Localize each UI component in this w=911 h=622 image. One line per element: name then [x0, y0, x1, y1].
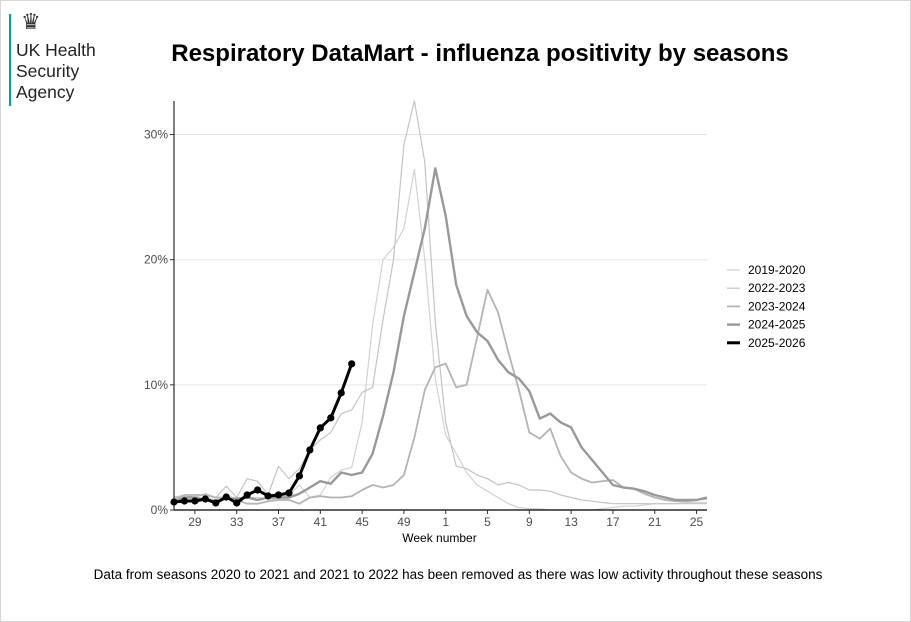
x-ticks: 29 33 37 41 45 49 1 5 9 13 17 21 25 [188, 510, 704, 529]
axes [173, 101, 707, 511]
data-point-2025-2026 [285, 489, 293, 497]
legend-label: 2023-2024 [748, 299, 806, 313]
data-point-2025-2026 [212, 499, 220, 507]
x-tick-label: 25 [690, 515, 704, 529]
x-tick-label: 1 [442, 515, 449, 529]
data-point-2025-2026 [295, 472, 304, 480]
data-point-2025-2026 [233, 499, 241, 507]
logo-line: Security [16, 61, 80, 81]
ukhsa-logo: ♛ UK Health Security Agency [9, 8, 119, 106]
logo-text: UK Health Security Agency [16, 40, 96, 103]
x-tick-label: 21 [648, 515, 662, 529]
data-point-2025-2026 [348, 360, 356, 368]
legend-label: 2022-2023 [748, 281, 806, 295]
y-tick-label: 30% [144, 128, 168, 142]
y-tick-label: 0% [151, 503, 169, 517]
gridlines [174, 134, 707, 386]
x-tick-label: 5 [484, 515, 491, 529]
x-tick-label: 49 [397, 515, 411, 529]
series-line-2024-2025 [173, 167, 708, 504]
data-point-2025-2026 [191, 497, 199, 505]
logo-accent-bar [9, 14, 11, 106]
footnote: Data from seasons 2020 to 2021 and 2021 … [93, 567, 823, 582]
series-lines [170, 100, 708, 511]
x-tick-label: 17 [606, 515, 620, 529]
x-tick-label: 45 [355, 515, 369, 529]
series-line-2019-2020 [173, 169, 707, 511]
x-tick-label: 37 [272, 515, 286, 529]
data-point-2025-2026 [306, 446, 314, 454]
x-tick-label: 41 [314, 515, 328, 529]
x-tick-label: 29 [188, 515, 202, 529]
x-axis-title: Week number [402, 531, 476, 545]
data-point-2025-2026 [222, 493, 230, 501]
chart-title: Respiratory DataMart - influenza positiv… [171, 40, 789, 67]
logo-line: UK Health [16, 40, 96, 60]
data-point-2025-2026 [337, 389, 345, 397]
legend-label: 2019-2020 [748, 263, 806, 277]
data-point-2025-2026 [316, 424, 324, 432]
data-point-2025-2026 [254, 486, 262, 494]
data-point-2025-2026 [243, 491, 251, 499]
data-point-2025-2026 [180, 497, 189, 505]
series-line-2022-2023 [173, 100, 707, 505]
legend-label: 2024-2025 [748, 318, 806, 332]
data-point-2025-2026 [274, 491, 283, 499]
legend: 2019-2020 2022-2023 2023-2024 2024-2025 2025… [727, 263, 806, 350]
data-point-2025-2026 [201, 495, 209, 503]
data-point-2025-2026 [327, 414, 335, 422]
legend-label: 2025-2026 [748, 336, 806, 350]
x-tick-label: 13 [564, 515, 578, 529]
data-point-2025-2026 [264, 492, 272, 500]
y-tick-label: 10% [144, 378, 168, 392]
royal-coat-of-arms-icon: ♛ [21, 9, 41, 34]
logo-line: Agency [16, 82, 75, 102]
series-line-2023-2024 [173, 288, 708, 505]
y-ticks: 0% 10% 20% 30% [144, 128, 174, 517]
x-tick-label: 9 [526, 515, 533, 529]
x-tick-label: 33 [230, 515, 244, 529]
y-tick-label: 20% [144, 253, 168, 267]
